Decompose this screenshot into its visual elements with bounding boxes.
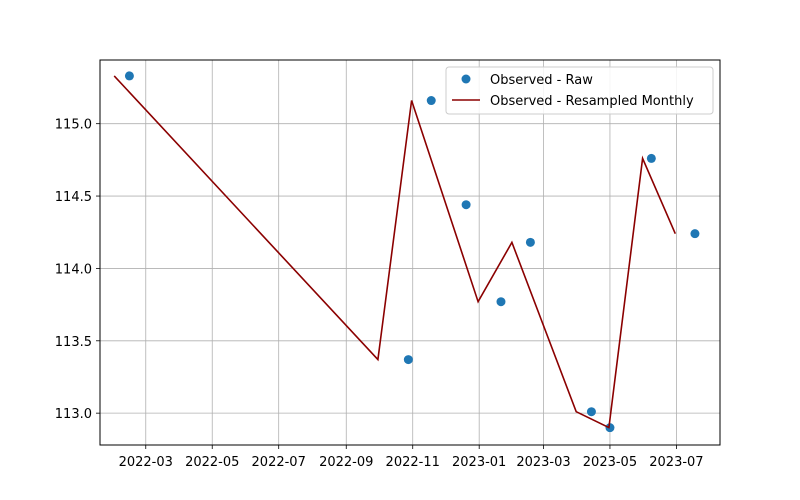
x-tick-label: 2022-11: [386, 455, 440, 470]
raw-observation-point: [461, 200, 471, 210]
y-tick-label: 113.5: [55, 335, 92, 350]
y-tick-label: 113.0: [55, 407, 92, 422]
legend-label: Observed - Resampled Monthly: [490, 94, 694, 109]
x-tick-label: 2023-05: [583, 455, 637, 470]
legend-label: Observed - Raw: [490, 73, 593, 88]
grid: [100, 60, 720, 445]
raw-observation-point: [124, 71, 134, 81]
axes-frame: [99, 59, 721, 446]
raw-observation-point: [496, 297, 506, 307]
y-tick-label: 115.0: [55, 118, 92, 133]
raw-observation-point: [586, 407, 596, 417]
resampled-monthly-line: [113, 75, 677, 429]
x-tick-label: 2023-07: [649, 455, 703, 470]
y-axis: 113.0 113.5 114.0 114.5 115.0: [55, 118, 100, 422]
legend-box: [445, 66, 714, 115]
raw-observation-point: [426, 96, 436, 106]
x-tick-label: 2022-03: [119, 455, 173, 470]
raw-observation-point: [403, 355, 413, 365]
x-tick-label: 2022-09: [319, 455, 373, 470]
y-tick-label: 114.0: [55, 262, 92, 277]
x-tick-label: 2023-03: [516, 455, 570, 470]
raw-observation-point: [605, 423, 615, 433]
plot-area: [113, 71, 700, 433]
x-tick-label: 2022-05: [185, 455, 239, 470]
legend-marker-swatch: [461, 74, 471, 84]
x-axis: 2022-03 2022-05 2022-07 2022-09 2022-11 2023-…: [119, 445, 704, 470]
x-tick-label: 2022-07: [252, 455, 306, 470]
legend: Observed - Raw Observed - Resampled Month…: [445, 66, 714, 115]
raw-observation-point: [525, 237, 535, 247]
raw-observation-point: [646, 153, 656, 163]
y-tick-label: 114.5: [55, 190, 92, 205]
raw-observation-point: [690, 229, 700, 239]
x-tick-label: 2023-01: [452, 455, 506, 470]
